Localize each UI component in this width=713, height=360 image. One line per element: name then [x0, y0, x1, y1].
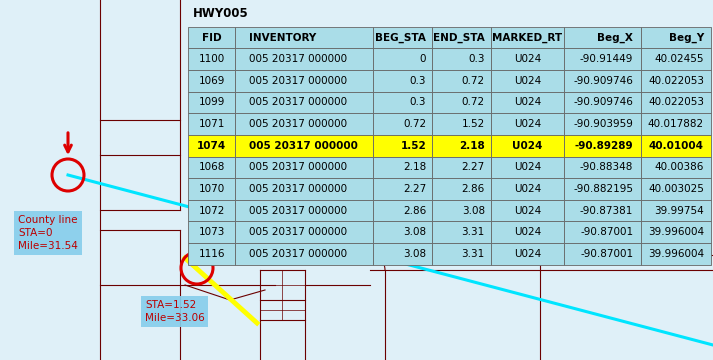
Text: County line
STA=0
Mile=31.54: County line STA=0 Mile=31.54	[18, 215, 78, 251]
Text: HWY005: HWY005	[193, 8, 249, 21]
Text: STA=1.52
Mile=33.06: STA=1.52 Mile=33.06	[145, 300, 205, 323]
